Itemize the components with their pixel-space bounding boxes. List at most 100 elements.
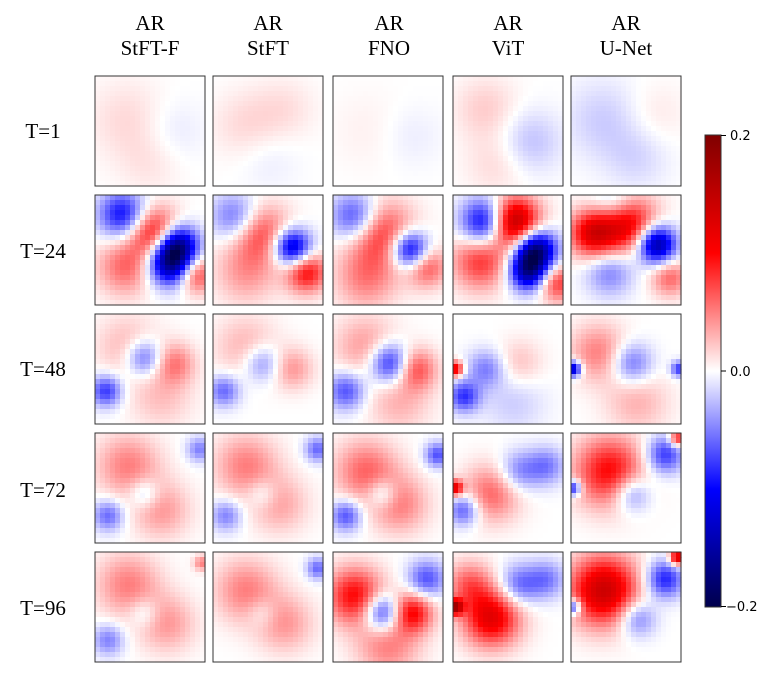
heatmap-cell [428, 255, 434, 261]
heatmap-cell [175, 86, 181, 92]
heatmap-cell [631, 161, 637, 167]
heatmap-cell [283, 295, 289, 301]
heatmap-cell [170, 176, 176, 182]
heatmap-cell [130, 245, 136, 251]
heatmap-cell [438, 141, 444, 147]
heatmap-cell [200, 290, 206, 296]
heatmap-cell [636, 230, 642, 236]
heatmap-cell [641, 116, 647, 122]
heatmap-cell [423, 181, 429, 187]
heatmap-cell [303, 76, 309, 82]
heatmap-cell [428, 265, 434, 271]
heatmap-cell [676, 136, 682, 142]
heatmap-cell [135, 329, 141, 335]
heatmap-cell [508, 290, 514, 296]
heatmap-cell [175, 324, 181, 330]
heatmap-cell [408, 81, 414, 87]
heatmap-cell [105, 295, 111, 301]
heatmap-cell [428, 126, 434, 132]
heatmap-cell [558, 250, 564, 256]
heatmap-cell [651, 255, 657, 261]
heatmap-cell [676, 146, 682, 152]
heatmap-cell [135, 314, 141, 320]
heatmap-cell [676, 126, 682, 132]
heatmap-cell [576, 195, 582, 201]
heatmap-cell [473, 280, 479, 286]
heatmap-cell [523, 280, 529, 286]
heatmap-cell [413, 270, 419, 276]
heatmap-cell [616, 210, 622, 216]
heatmap-cell [165, 121, 171, 127]
heatmap-cell [358, 81, 364, 87]
heatmap-cell [498, 86, 504, 92]
heatmap-cell [423, 126, 429, 132]
heatmap-cell [160, 324, 166, 330]
heatmap-cell [591, 230, 597, 236]
heatmap-cell [150, 111, 156, 117]
heatmap-cell [238, 255, 244, 261]
heatmap-cell [233, 240, 239, 246]
heatmap-cell [543, 76, 549, 82]
col-title-5-line1: AR [611, 11, 640, 35]
heatmap-cell [631, 195, 637, 201]
heatmap-cell [233, 205, 239, 211]
heatmap-cell [258, 255, 264, 261]
heatmap-cell [478, 166, 484, 172]
heatmap-cell [100, 81, 106, 87]
heatmap-cell [283, 151, 289, 157]
heatmap-cell [195, 215, 201, 221]
heatmap-cell [428, 245, 434, 251]
heatmap-cell [553, 275, 559, 281]
heatmap-cell [180, 225, 186, 231]
heatmap-cell [333, 156, 339, 162]
heatmap-cell [488, 235, 494, 241]
heatmap-cell [200, 161, 206, 167]
heatmap-cell [576, 200, 582, 206]
heatmap-cell [120, 280, 126, 286]
heatmap-cell [318, 215, 324, 221]
heatmap-cell [483, 300, 489, 306]
heatmap-cell [621, 290, 627, 296]
heatmap-cell [278, 290, 284, 296]
heatmap-cell [418, 280, 424, 286]
heatmap-cell [403, 76, 409, 82]
heatmap-cell [343, 131, 349, 137]
heatmap-cell [576, 76, 582, 82]
heatmap-cell [528, 215, 534, 221]
heatmap-cell [488, 290, 494, 296]
heatmap-cell [243, 240, 249, 246]
heatmap-cell [363, 121, 369, 127]
heatmap-cell [288, 181, 294, 187]
heatmap-cell [248, 121, 254, 127]
heatmap-cell [553, 295, 559, 301]
heatmap-cell [458, 126, 464, 132]
heatmap-cell [601, 151, 607, 157]
heatmap-cell [170, 91, 176, 97]
heatmap-cell [273, 300, 279, 306]
heatmap-cell [616, 136, 622, 142]
heatmap-cell [130, 101, 136, 107]
heatmap-cell [661, 171, 667, 177]
heatmap-cell [150, 334, 156, 340]
heatmap-cell [498, 295, 504, 301]
heatmap-cell [478, 280, 484, 286]
heatmap-cell [398, 111, 404, 117]
heatmap-cell [268, 181, 274, 187]
heatmap-cell [513, 220, 519, 226]
heatmap-cell [581, 91, 587, 97]
heatmap-cell [273, 176, 279, 182]
heatmap-cell [190, 136, 196, 142]
heatmap-cell [110, 126, 116, 132]
heatmap-cell [548, 225, 554, 231]
heatmap-cell [543, 290, 549, 296]
heatmap-cell [343, 121, 349, 127]
heatmap-cell [493, 245, 499, 251]
heatmap-cell [523, 270, 529, 276]
heatmap-cell [408, 275, 414, 281]
heatmap-cell [190, 220, 196, 226]
heatmap-cell [100, 91, 106, 97]
heatmap-cell [338, 200, 344, 206]
heatmap-cell [498, 151, 504, 157]
heatmap-cell [398, 225, 404, 231]
heatmap-cell [110, 76, 116, 82]
